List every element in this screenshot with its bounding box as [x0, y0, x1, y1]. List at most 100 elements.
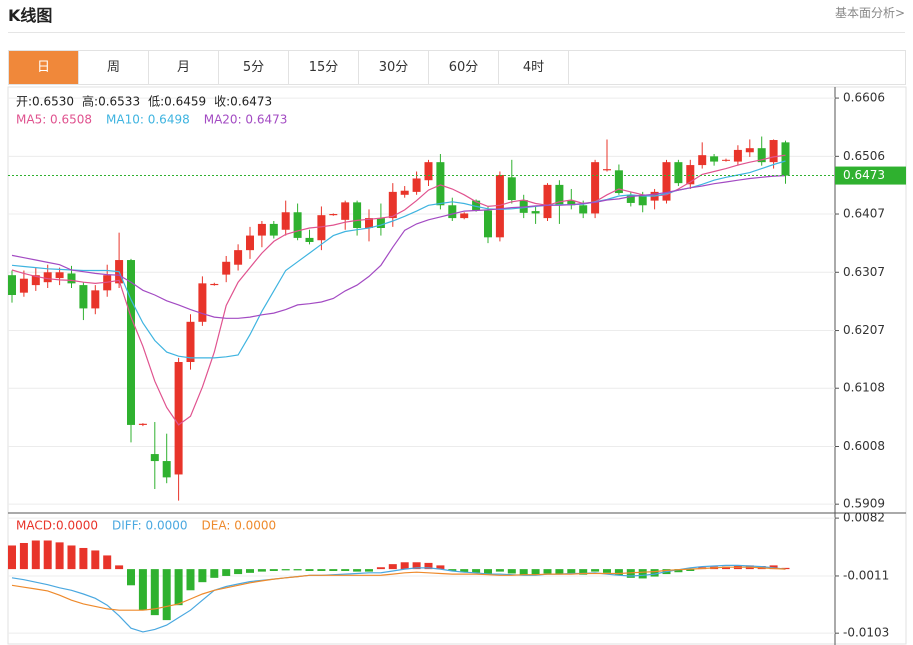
period-tab[interactable]: 周	[79, 51, 149, 84]
candle-body	[626, 194, 635, 203]
legend-item: MA10: 0.6498	[106, 113, 190, 127]
period-tab[interactable]: 60分	[429, 51, 499, 84]
candle-body	[257, 223, 266, 236]
candle-body	[555, 184, 564, 206]
series-line	[11, 160, 786, 359]
macd-bar	[603, 569, 611, 573]
period-tab[interactable]: 月	[149, 51, 219, 84]
candle-body	[353, 202, 362, 228]
candle-body	[591, 162, 600, 214]
candle-body	[531, 211, 540, 214]
candle-body	[710, 156, 719, 162]
y-tick-label: 0.6506	[843, 149, 885, 163]
candle-body	[210, 283, 219, 286]
macd-bar	[650, 569, 659, 577]
legend-item: DEA: 0.0000	[202, 519, 277, 533]
macd-bar	[67, 545, 76, 570]
candle-body	[686, 165, 695, 185]
macd-bar	[424, 562, 433, 570]
candle-body	[674, 162, 683, 184]
macd-bar	[591, 569, 600, 572]
macd-bar	[162, 569, 171, 621]
macd-bar	[115, 565, 124, 570]
y-tick-label: 0.6606	[843, 91, 885, 105]
macd-bar	[31, 540, 40, 570]
candle-body	[698, 155, 707, 166]
legend-item: 低:0.6459	[148, 95, 206, 109]
macd-bar	[305, 569, 314, 571]
macd-bar	[234, 569, 243, 575]
macd-bar	[674, 569, 683, 573]
y-tick-label: 0.5909	[843, 497, 885, 511]
candle-body	[781, 142, 790, 176]
macd-bar	[341, 569, 350, 571]
period-tab[interactable]: 30分	[359, 51, 429, 84]
candle-body	[19, 278, 28, 293]
macd-bar	[317, 569, 326, 571]
macd-bar	[460, 569, 469, 573]
candle-body	[67, 273, 76, 284]
series-line	[11, 566, 786, 611]
macd-bar	[626, 569, 635, 578]
macd-bar	[448, 569, 457, 571]
macd-bar	[472, 569, 481, 573]
candle-body	[769, 140, 778, 163]
candle-body	[186, 321, 195, 363]
macd-bar	[365, 569, 373, 572]
candle-body	[91, 290, 100, 309]
candle-body	[757, 148, 766, 163]
candle-body	[507, 177, 516, 201]
period-tabs: 日周月 5分 15分 30分 60分 4时	[8, 50, 906, 85]
y-tick-label: 0.6207	[843, 323, 885, 337]
candle-body	[329, 214, 338, 216]
candle-body	[198, 283, 207, 322]
candle-body	[269, 223, 278, 236]
analysis-link[interactable]: 基本面分析>	[834, 6, 905, 20]
candle-body	[234, 250, 243, 265]
candle-body	[293, 212, 302, 238]
candle-body	[376, 218, 385, 228]
candle-body	[495, 174, 504, 238]
macd-bar	[769, 565, 778, 570]
legend-item: 高:0.6533	[82, 94, 140, 109]
candle-body	[246, 235, 254, 251]
macd-bar	[103, 555, 112, 570]
candle-body	[388, 191, 397, 219]
macd-bar	[686, 569, 695, 571]
period-tab[interactable]: 日	[9, 51, 79, 84]
series-line	[11, 564, 786, 633]
candle-body	[365, 218, 373, 228]
candle-body	[603, 169, 611, 171]
legend-item: DIFF: 0.0000	[112, 519, 188, 533]
candle-body	[412, 178, 421, 192]
candle-body	[543, 184, 552, 219]
y-tick-label: 0.6407	[843, 207, 885, 221]
macd-bar	[174, 569, 183, 606]
candle-body	[341, 202, 350, 220]
candle-body	[400, 190, 409, 195]
period-tab[interactable]: 5分	[219, 51, 289, 84]
macd-bar	[495, 569, 504, 572]
legend-item: MA5: 0.6508	[16, 113, 92, 127]
macd-bar	[222, 569, 231, 576]
candle-body	[567, 200, 576, 206]
macd-bar	[198, 569, 207, 583]
macd-bar	[531, 569, 540, 575]
candle-body	[305, 237, 314, 242]
candle-body	[31, 275, 40, 286]
candle-body	[8, 275, 16, 296]
candle-body	[662, 162, 671, 201]
candle-body	[484, 210, 492, 238]
macd-bar	[507, 569, 516, 574]
candle-body	[460, 213, 469, 219]
period-tab[interactable]: 4时	[499, 51, 569, 84]
candle-body	[448, 205, 457, 219]
candle-body	[579, 205, 588, 214]
y-tick-label: -0.0103	[843, 626, 889, 640]
period-tab[interactable]: 15分	[289, 51, 359, 84]
macd-bar	[579, 569, 588, 575]
candle-body	[127, 260, 135, 425]
candle-body	[79, 285, 88, 309]
macd-bar	[281, 569, 290, 571]
